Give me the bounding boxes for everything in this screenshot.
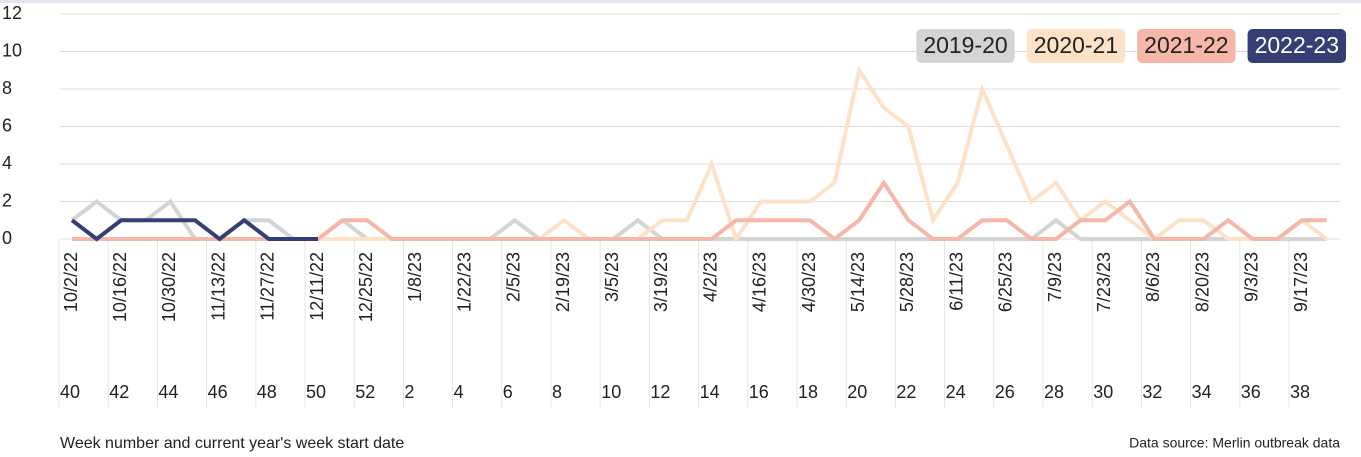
x-tick-label: 10	[601, 382, 621, 402]
x-tick-label: 6	[503, 382, 513, 402]
x-tick-label: 14	[700, 382, 720, 402]
x-tick-label: 44	[158, 382, 178, 402]
date-label: 1/22/23	[454, 252, 474, 312]
x-tick-label: 30	[1093, 382, 1113, 402]
date-label: 6/25/23	[996, 252, 1016, 312]
date-label: 4/2/23	[700, 252, 720, 302]
date-label: 2/19/23	[553, 252, 573, 312]
legend-label: 2021-22	[1144, 32, 1228, 58]
date-label: 10/30/22	[159, 252, 179, 322]
x-tick-label: 22	[896, 382, 916, 402]
legend-label: 2019-20	[923, 32, 1007, 58]
x-tick-label: 36	[1241, 382, 1261, 402]
x-tick-label: 26	[995, 382, 1015, 402]
legend-swatch	[916, 29, 1015, 63]
date-label: 3/19/23	[651, 252, 671, 312]
date-label: 12/25/22	[356, 252, 376, 322]
x-tick-label: 42	[109, 382, 129, 402]
date-label: 8/6/23	[1143, 252, 1163, 302]
date-label: 4/30/23	[799, 252, 819, 312]
date-label: 1/8/23	[405, 252, 425, 302]
date-label: 7/9/23	[1045, 252, 1065, 302]
x-tick-label: 16	[749, 382, 769, 402]
y-tick-label: 8	[2, 78, 12, 98]
y-tick-label: 2	[2, 190, 12, 210]
x-tick-label: 50	[306, 382, 326, 402]
x-tick-label: 34	[1192, 382, 1212, 402]
date-label: 9/3/23	[1242, 252, 1262, 302]
x-tick-label: 48	[257, 382, 277, 402]
legend-swatch	[1247, 29, 1346, 63]
x-tick-label: 8	[552, 382, 562, 402]
legend-swatch	[1137, 29, 1236, 63]
y-tick-label: 0	[2, 228, 12, 248]
date-label: 11/27/22	[258, 252, 278, 321]
date-label: 10/16/22	[110, 252, 130, 322]
x-tick-label: 38	[1290, 382, 1310, 402]
x-tick-label: 2	[404, 382, 414, 402]
source-note: Data source: Merlin outbreak data	[1129, 435, 1340, 451]
series-line	[70, 217, 318, 242]
x-tick-label: 28	[1044, 382, 1064, 402]
date-label: 2/5/23	[504, 252, 524, 302]
date-label: 7/23/23	[1094, 252, 1114, 312]
x-axis-label: Week number and current year's week star…	[60, 435, 404, 452]
x-tick-label: 12	[650, 382, 670, 402]
x-tick-label: 40	[60, 382, 80, 402]
date-label: 5/28/23	[897, 252, 917, 312]
date-label: 12/11/22	[307, 252, 327, 321]
x-tick-label: 32	[1142, 382, 1162, 402]
x-tick-label: 52	[355, 382, 375, 402]
top-border	[0, 0, 1361, 3]
y-tick-label: 12	[2, 3, 22, 23]
x-tick-label: 4	[454, 382, 464, 402]
date-label: 11/13/22	[208, 252, 228, 321]
date-label: 10/2/22	[61, 252, 81, 312]
y-tick-label: 6	[2, 115, 12, 135]
y-tick-label: 10	[2, 40, 22, 60]
y-tick-label: 4	[2, 153, 12, 173]
x-tick-label: 24	[946, 382, 966, 402]
x-tick-label: 18	[798, 382, 818, 402]
legend-swatch	[1026, 29, 1126, 63]
date-label: 3/5/23	[602, 252, 622, 302]
legend-label: 2022-23	[1255, 32, 1339, 58]
date-label: 8/20/23	[1192, 252, 1212, 312]
x-tick-label: 46	[208, 382, 228, 402]
x-tick-label: 20	[847, 382, 867, 402]
date-label: 6/11/23	[946, 252, 966, 311]
date-label: 9/17/23	[1291, 252, 1311, 312]
date-label: 4/16/23	[750, 252, 770, 312]
legend: 2022-23 2021-22 2020-21 2019-20	[916, 29, 1346, 63]
date-label: 5/14/23	[848, 252, 868, 312]
legend-label: 2020-21	[1034, 32, 1118, 58]
